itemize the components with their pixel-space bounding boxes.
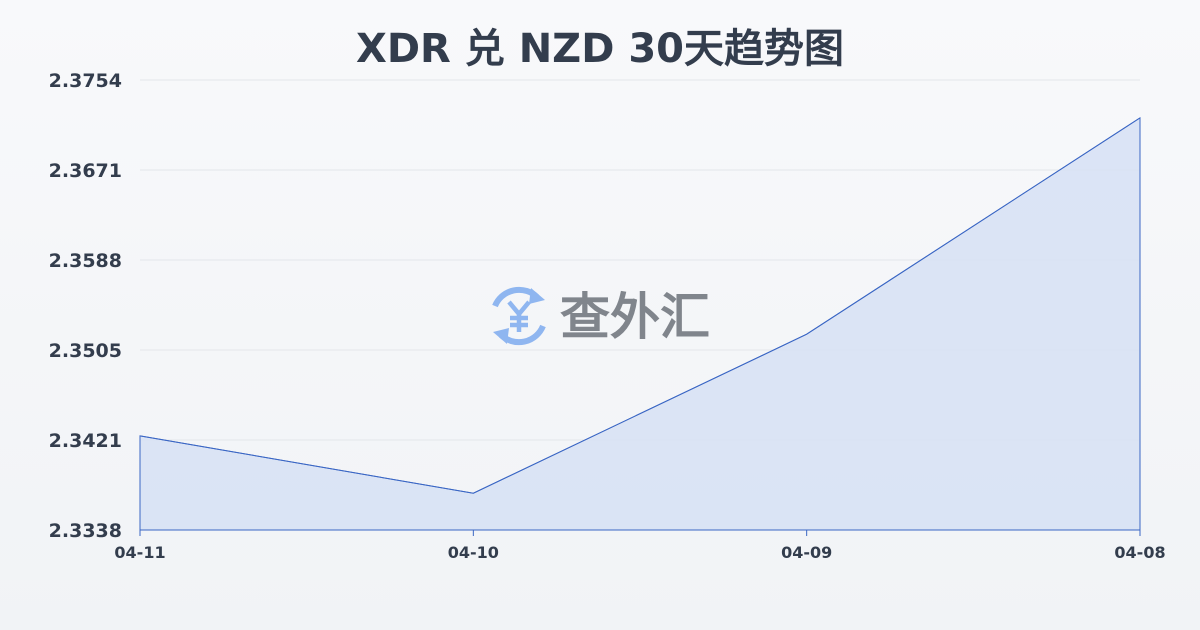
series-line [139,117,1141,494]
watermark: 查外汇 [492,286,710,346]
y-tick-label: 2.3421 [49,430,122,452]
watermark-text: 查外汇 [560,288,710,346]
y-tick-label: 2.3338 [49,520,122,542]
y-tick-label: 2.3588 [49,250,122,272]
y-tick-label: 2.3505 [49,340,122,362]
x-tick-label: 04-08 [1114,543,1165,562]
y-tick-label: 2.3754 [49,70,122,92]
yen-exchange-icon [492,286,546,346]
x-tick-label: 04-11 [114,543,165,562]
y-tick-label: 2.3671 [49,160,122,182]
chart-title: XDR 兑 NZD 30天趋势图 [356,26,844,72]
x-tick-label: 04-09 [781,543,832,562]
x-tick-label: 04-10 [448,543,499,562]
